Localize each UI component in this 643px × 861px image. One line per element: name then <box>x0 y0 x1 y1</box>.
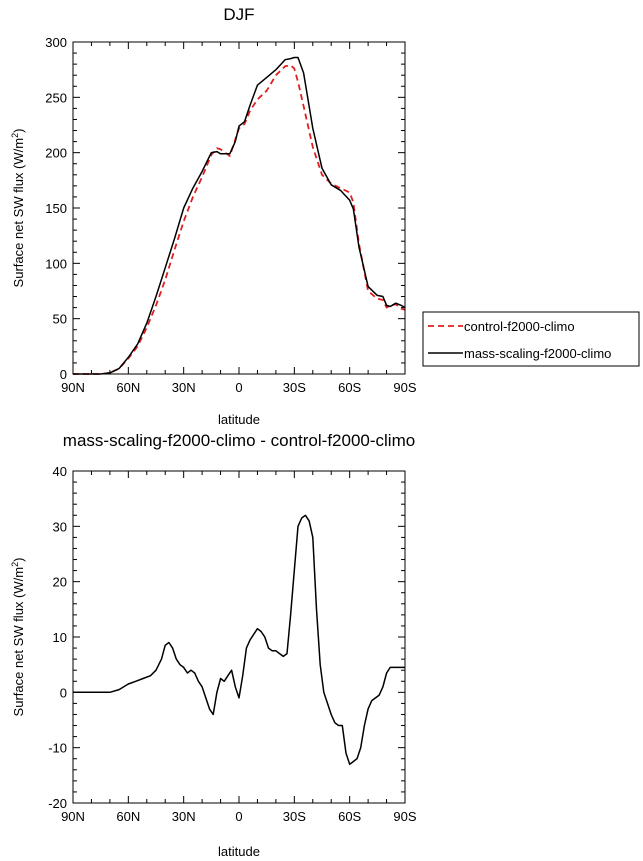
bottom-x-tick-labels: 90N 60N 30N 0 30S 60S 90S <box>61 809 417 824</box>
top-y-tick-label: 200 <box>45 146 67 161</box>
top-series-line-1 <box>73 64 406 375</box>
bot-series-line-1 <box>73 514 405 766</box>
top-title: DJF <box>223 5 254 24</box>
bot-y-tick-label: -20 <box>48 796 67 811</box>
bot-y-tick-label: 10 <box>53 630 67 645</box>
bottom-ticks <box>72 470 406 804</box>
top-y-tick-label: 50 <box>53 312 67 327</box>
top-y-axis-label: Surface net SW flux (W/m2) <box>10 129 26 288</box>
bottom-y-tick-labels: -20 -10 0 10 20 30 40 <box>48 464 67 811</box>
top-series-group <box>73 56 406 375</box>
bottom-y-axis-label: Surface net SW flux (W/m2) <box>10 558 26 717</box>
top-x-tick-label: 90S <box>393 380 416 395</box>
legend: control-f2000-climo mass-scaling-f2000-c… <box>422 311 640 367</box>
top-x-tick-label: 30N <box>172 380 196 395</box>
top-y-tick-label: 250 <box>45 90 67 105</box>
bottom-y-axis-label-close: ) <box>11 558 26 562</box>
top-x-tick-label: 60S <box>338 380 361 395</box>
top-x-tick-label: 0 <box>235 380 242 395</box>
top-x-tick-label: 30S <box>283 380 306 395</box>
legend-label-control: control-f2000-climo <box>464 319 575 334</box>
bot-x-tick-label: 90N <box>61 809 85 824</box>
top-panel: DJF 90N 60N 30N 0 30S 60S 90S 0 50 100 150 200 250 3… <box>10 5 640 427</box>
top-y-tick-label: 300 <box>45 35 67 50</box>
bot-y-tick-label: 40 <box>53 464 67 479</box>
bottom-title: mass-scaling-f2000-climo - control-f2000… <box>63 431 415 450</box>
bot-x-tick-label: 90S <box>393 809 416 824</box>
bot-y-tick-label: 0 <box>60 685 67 700</box>
bot-y-tick-label: 30 <box>53 519 67 534</box>
top-x-tick-labels: 90N 60N 30N 0 30S 60S 90S <box>61 380 417 395</box>
top-y-axis-label-close: ) <box>11 129 26 133</box>
bot-x-tick-label: 60S <box>338 809 361 824</box>
bottom-y-axis-label-main: Surface net SW flux (W/m <box>11 567 26 717</box>
top-y-tick-label: 0 <box>60 367 67 382</box>
bot-x-tick-label: 0 <box>235 809 242 824</box>
bottom-x-axis-label: latitude <box>218 844 260 859</box>
bottom-panel: mass-scaling-f2000-climo - control-f2000… <box>10 431 417 859</box>
bottom-y-axis-label-sup: 2 <box>10 562 20 567</box>
bottom-plot-frame <box>72 470 406 804</box>
top-y-tick-label: 100 <box>45 256 67 271</box>
bot-y-tick-label: -10 <box>48 741 67 756</box>
bot-x-tick-label: 30S <box>283 809 306 824</box>
legend-label-mass-scaling: mass-scaling-f2000-climo <box>464 346 611 361</box>
top-x-tick-label: 60N <box>116 380 140 395</box>
top-y-axis-label-sup: 2 <box>10 133 20 138</box>
legend-box <box>422 311 640 367</box>
top-series-line-2 <box>73 56 406 375</box>
top-ticks <box>72 41 406 375</box>
bot-x-tick-label: 60N <box>116 809 140 824</box>
bottom-series-group <box>73 514 405 766</box>
top-y-tick-label: 150 <box>45 201 67 216</box>
bot-y-tick-label: 20 <box>53 575 67 590</box>
top-x-tick-label: 90N <box>61 380 85 395</box>
top-x-axis-label: latitude <box>218 412 260 427</box>
top-plot-frame <box>72 41 406 375</box>
bot-x-tick-label: 30N <box>172 809 196 824</box>
top-y-axis-label-main: Surface net SW flux (W/m <box>11 138 26 288</box>
top-y-tick-labels: 0 50 100 150 200 250 300 <box>45 35 67 382</box>
